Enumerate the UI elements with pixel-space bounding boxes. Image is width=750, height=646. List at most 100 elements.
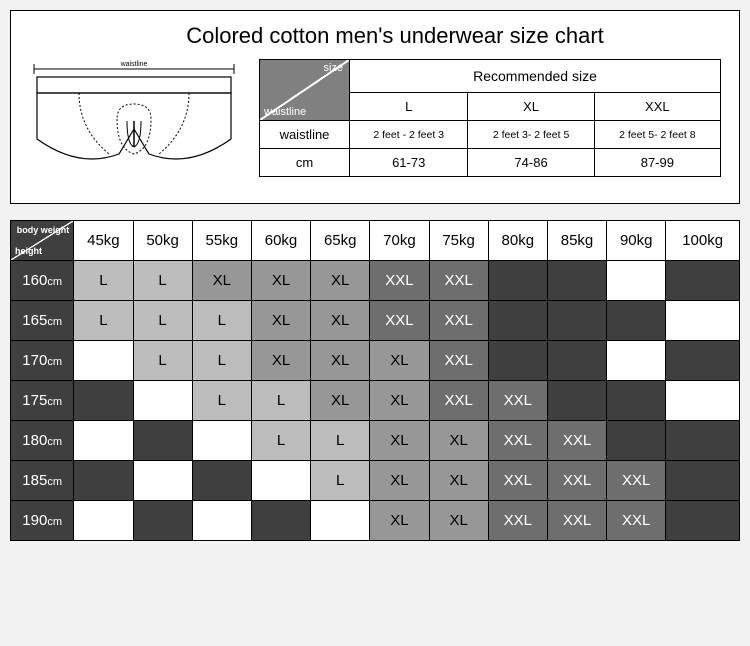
rec-cm-row: cm 61-73 74-86 87-99: [260, 149, 721, 177]
weight-col-header: 85kg: [547, 221, 606, 261]
top-panel: Colored cotton men's underwear size char…: [10, 10, 740, 204]
size-cell: [488, 261, 547, 301]
table-row: 185cmLXLXLXXLXXLXXL: [11, 461, 740, 501]
size-cell: L: [311, 421, 370, 461]
weight-col-header: 65kg: [311, 221, 370, 261]
table-row: 190cmXLXLXXLXXLXXL: [11, 501, 740, 541]
size-cell: [607, 381, 666, 421]
size-cell: L: [133, 301, 192, 341]
size-cell: [133, 501, 192, 541]
size-cell: L: [192, 301, 251, 341]
size-cell: [607, 261, 666, 301]
size-cell: XL: [251, 301, 310, 341]
size-cell: [666, 461, 740, 501]
size-cell: [547, 301, 606, 341]
size-cell: XXL: [429, 381, 488, 421]
size-cell: XXL: [547, 461, 606, 501]
weight-col-header: 50kg: [133, 221, 192, 261]
height-row-header: 190cm: [11, 501, 74, 541]
size-cell: XL: [429, 461, 488, 501]
size-cell: XXL: [429, 301, 488, 341]
size-cell: XL: [311, 261, 370, 301]
size-cell: XL: [370, 381, 429, 421]
size-cell: [133, 381, 192, 421]
size-cell: [666, 301, 740, 341]
table-row: 175cmLLXLXLXXLXXL: [11, 381, 740, 421]
waistline-label: waistline: [120, 61, 148, 68]
size-cell: [607, 301, 666, 341]
height-row-header: 165cm: [11, 301, 74, 341]
table-row: 170cmLLXLXLXLXXL: [11, 341, 740, 381]
size-cell: XL: [370, 341, 429, 381]
size-cell: L: [74, 261, 133, 301]
main-tbody: 160cmLLXLXLXLXXLXXL165cmLLLXLXLXXLXXL170…: [11, 261, 740, 541]
height-row-header: 175cm: [11, 381, 74, 421]
size-cell: [607, 421, 666, 461]
height-row-header: 170cm: [11, 341, 74, 381]
size-cell: XXL: [370, 301, 429, 341]
size-cell: XL: [429, 501, 488, 541]
size-cell: [488, 301, 547, 341]
weight-col-header: 75kg: [429, 221, 488, 261]
size-cell: [666, 341, 740, 381]
size-cell: XL: [311, 381, 370, 421]
size-cell: XL: [251, 341, 310, 381]
size-cell: [74, 421, 133, 461]
size-cell: XXL: [488, 461, 547, 501]
size-cell: [666, 501, 740, 541]
size-cell: XXL: [607, 501, 666, 541]
size-cell: XL: [311, 341, 370, 381]
size-cell: XL: [311, 301, 370, 341]
size-cell: XXL: [488, 381, 547, 421]
size-cell: [547, 381, 606, 421]
size-cell: L: [74, 301, 133, 341]
weight-header-row: body weight height 45kg50kg55kg60kg65kg7…: [11, 221, 740, 261]
table-row: 180cmLLXLXLXXLXXL: [11, 421, 740, 461]
weight-col-header: 70kg: [370, 221, 429, 261]
size-cell: L: [192, 341, 251, 381]
weight-col-header: 100kg: [666, 221, 740, 261]
size-cell: L: [192, 381, 251, 421]
size-cell: [251, 461, 310, 501]
size-cell: XL: [251, 261, 310, 301]
size-cell: XL: [370, 421, 429, 461]
size-cell: [74, 341, 133, 381]
chart-title: Colored cotton men's underwear size char…: [29, 23, 721, 49]
rec-diag-header: size waistline: [260, 60, 350, 121]
weight-col-header: 90kg: [607, 221, 666, 261]
height-row-header: 185cm: [11, 461, 74, 501]
size-cell: XXL: [429, 261, 488, 301]
size-cell: [666, 381, 740, 421]
underwear-illustration: waistline: [29, 59, 239, 189]
size-cell: XXL: [488, 501, 547, 541]
size-cell: XXL: [488, 421, 547, 461]
size-cell: [666, 261, 740, 301]
size-cell: XL: [429, 421, 488, 461]
size-cell: [133, 421, 192, 461]
size-cell: XXL: [547, 501, 606, 541]
weight-col-header: 80kg: [488, 221, 547, 261]
table-row: 165cmLLLXLXLXXLXXL: [11, 301, 740, 341]
size-cell: [74, 461, 133, 501]
size-cell: [74, 501, 133, 541]
rec-waistline-row: waistline 2 feet - 2 feet 3 2 feet 3- 2 …: [260, 121, 721, 149]
size-cell: [311, 501, 370, 541]
table-row: 160cmLLXLXLXLXXLXXL: [11, 261, 740, 301]
size-cell: XXL: [429, 341, 488, 381]
recommended-label: Recommended size: [350, 60, 721, 93]
top-row: waistline size waistline Recommended siz…: [29, 59, 721, 189]
size-cell: [74, 381, 133, 421]
corner-header: body weight height: [11, 221, 74, 261]
size-cell: [547, 341, 606, 381]
size-cell: XL: [370, 461, 429, 501]
size-cell: L: [133, 261, 192, 301]
size-cell: [488, 341, 547, 381]
height-weight-size-table: body weight height 45kg50kg55kg60kg65kg7…: [10, 220, 740, 541]
size-cell: [251, 501, 310, 541]
size-cell: XXL: [547, 421, 606, 461]
recommended-size-table: size waistline Recommended size L XL XXL…: [259, 59, 721, 177]
size-cell: [133, 461, 192, 501]
height-row-header: 180cm: [11, 421, 74, 461]
size-cell: [192, 501, 251, 541]
size-cell: L: [311, 461, 370, 501]
